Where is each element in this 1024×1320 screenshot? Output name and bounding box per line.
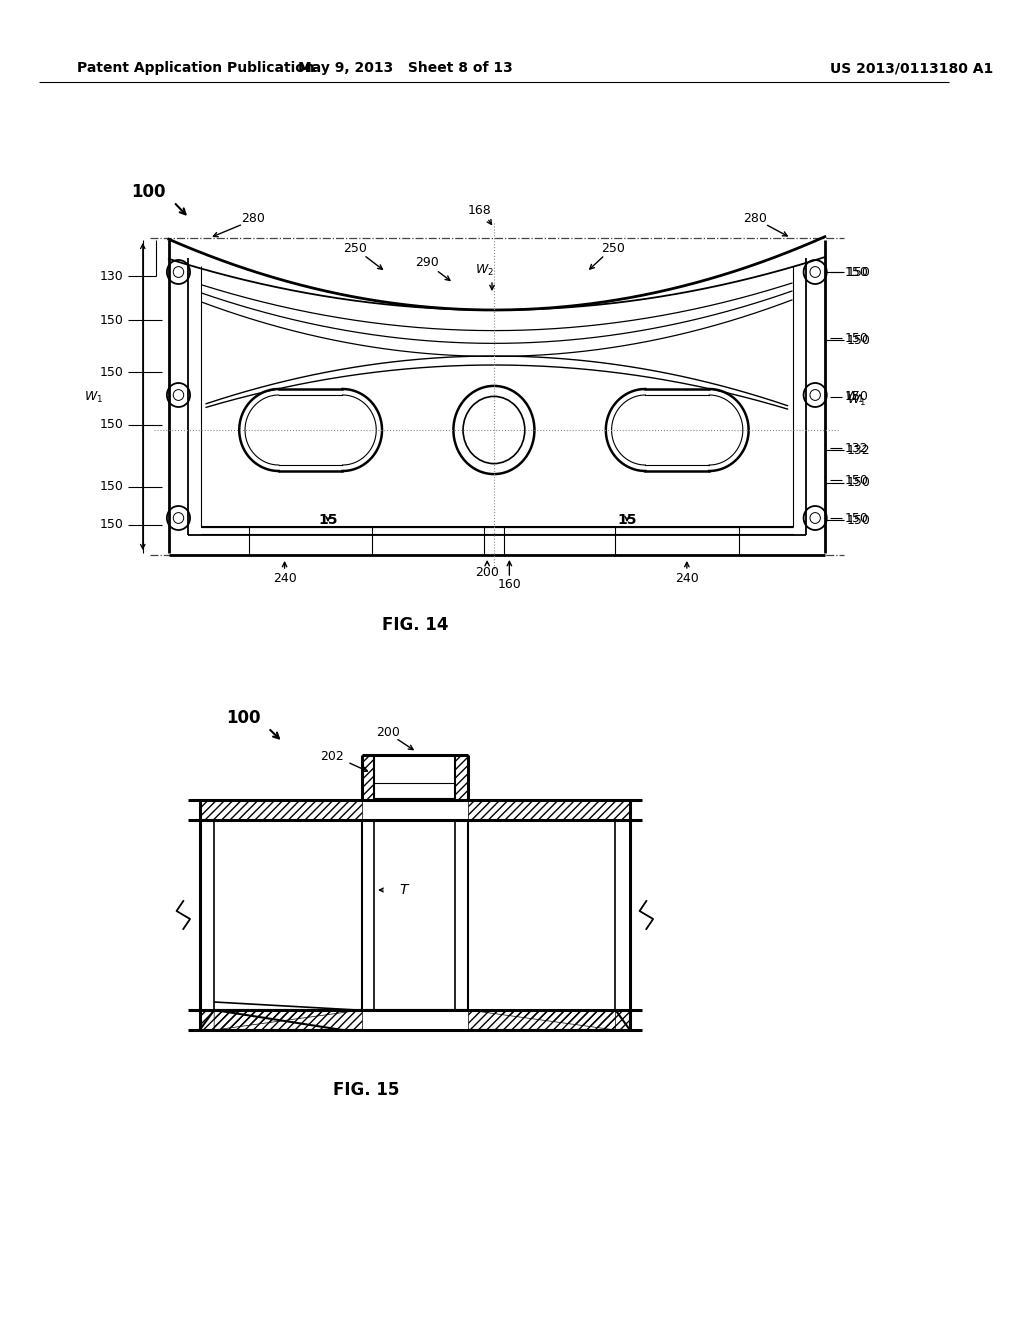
Text: $W_1$: $W_1$	[847, 392, 866, 408]
Bar	[200, 800, 361, 820]
Bar	[468, 800, 630, 820]
Text: 130: 130	[99, 269, 124, 282]
Text: T: T	[399, 883, 408, 898]
Text: 150: 150	[845, 474, 869, 487]
Text: FIG. 15: FIG. 15	[334, 1081, 399, 1100]
Text: May 9, 2013   Sheet 8 of 13: May 9, 2013 Sheet 8 of 13	[298, 61, 513, 75]
Bar	[361, 755, 375, 800]
Text: 150: 150	[845, 265, 869, 279]
Text: 150: 150	[847, 513, 870, 527]
Bar	[468, 1010, 630, 1030]
Text: $W_1$: $W_1$	[84, 389, 103, 404]
Text: 132: 132	[847, 444, 870, 457]
Text: 150: 150	[99, 480, 124, 494]
Text: 150: 150	[99, 519, 124, 532]
Text: 150: 150	[847, 265, 870, 279]
Text: 132: 132	[845, 441, 868, 454]
Text: 150: 150	[99, 418, 124, 432]
Text: 150: 150	[845, 511, 869, 524]
Text: 15: 15	[318, 513, 338, 527]
Text: 150: 150	[99, 314, 124, 326]
Text: 100: 100	[131, 183, 166, 201]
Text: 200: 200	[475, 565, 499, 578]
Text: 250: 250	[343, 242, 367, 255]
Text: 150: 150	[845, 331, 869, 345]
Text: 290: 290	[416, 256, 439, 268]
Text: 280: 280	[241, 211, 264, 224]
Text: 150: 150	[847, 334, 870, 346]
Text: $W_2$: $W_2$	[475, 263, 494, 277]
Text: 168: 168	[468, 203, 492, 216]
Bar	[200, 1010, 361, 1030]
Text: 15: 15	[617, 513, 637, 527]
Text: $W_1$: $W_1$	[845, 389, 864, 404]
Text: 280: 280	[743, 211, 767, 224]
Text: 202: 202	[319, 751, 344, 763]
Text: 160: 160	[498, 578, 521, 591]
Text: Patent Application Publication: Patent Application Publication	[77, 61, 315, 75]
Text: 150: 150	[847, 477, 870, 490]
Text: 150: 150	[845, 391, 869, 404]
Text: US 2013/0113180 A1: US 2013/0113180 A1	[829, 61, 993, 75]
Text: 100: 100	[226, 709, 260, 727]
Text: FIG. 14: FIG. 14	[382, 616, 449, 634]
Text: 150: 150	[99, 366, 124, 379]
Bar	[456, 755, 468, 800]
Text: 250: 250	[601, 242, 625, 255]
Text: 200: 200	[376, 726, 399, 738]
Text: 240: 240	[272, 572, 297, 585]
Text: 240: 240	[675, 572, 698, 585]
